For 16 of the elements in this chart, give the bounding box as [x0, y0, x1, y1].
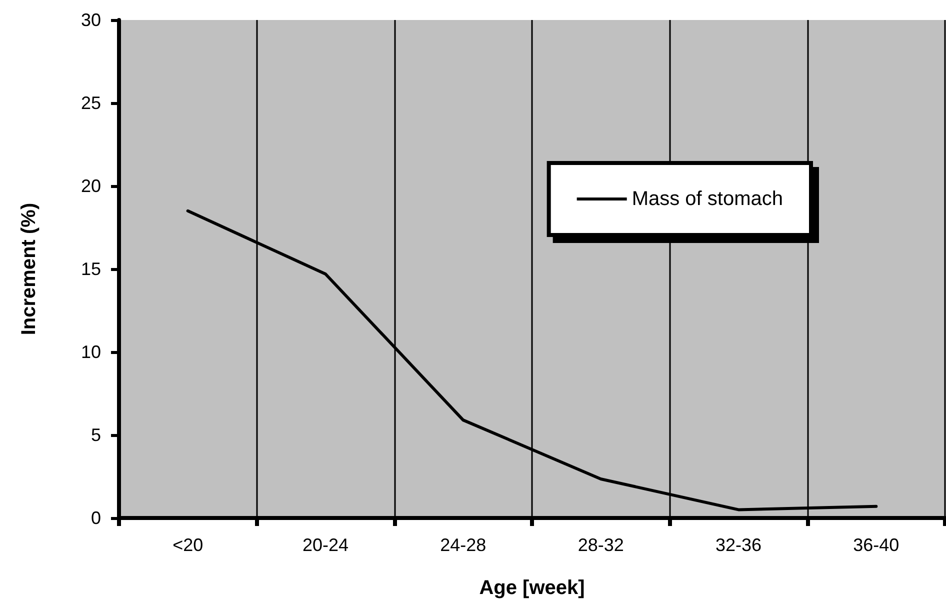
- x-tick-label: 32-36: [715, 535, 762, 555]
- x-tick-label: 24-28: [440, 535, 486, 555]
- x-tick-label: 20-24: [302, 535, 349, 555]
- y-tick-label: 25: [80, 93, 101, 113]
- y-tick-label: 30: [80, 10, 101, 30]
- y-tick-label: 20: [80, 176, 101, 196]
- legend-label: Mass of stomach: [632, 188, 784, 210]
- x-tick-label: 28-32: [578, 535, 624, 555]
- x-tick-label: <20: [172, 535, 204, 555]
- y-tick-label: 5: [90, 425, 101, 445]
- y-axis-title: Increment (%): [18, 202, 40, 336]
- x-tick-label: 36-40: [853, 535, 900, 555]
- x-axis-title: Age [week]: [479, 577, 585, 599]
- y-tick-label: 15: [80, 259, 101, 279]
- y-tick-label: 10: [80, 342, 101, 362]
- y-tick-label: 0: [90, 508, 101, 528]
